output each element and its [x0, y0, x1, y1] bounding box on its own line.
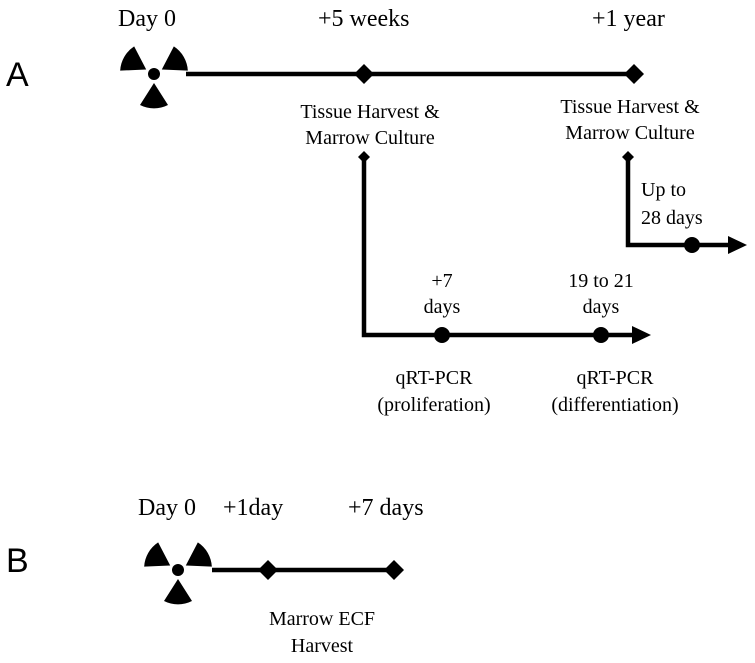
one-day-marker — [258, 560, 278, 580]
one-year-marker — [624, 64, 644, 84]
ecf-label-line1: Marrow ECF — [269, 608, 375, 630]
seven-days-label: +7 days — [348, 495, 424, 521]
culture1-branch — [361, 157, 634, 338]
radiation-icon — [144, 542, 212, 605]
culture2-arrowhead — [728, 236, 747, 254]
day0-label: Day 0 — [118, 6, 176, 32]
one-year-label: +1 year — [592, 6, 665, 32]
qrt2-label-line1: qRT-PCR — [577, 367, 655, 389]
panel-b-letter: B — [6, 542, 29, 580]
qrt1-label-line2: (proliferation) — [377, 394, 490, 416]
d19-label-line1: 19 to 21 — [568, 270, 634, 292]
qrt1-label-line1: qRT-PCR — [396, 367, 474, 389]
qrt2-label-line2: (differentiation) — [551, 394, 678, 416]
proliferation-point — [434, 327, 450, 343]
culture2-branch — [625, 157, 730, 248]
panel-a-letter: A — [6, 56, 29, 94]
d19-label-line2: days — [583, 296, 620, 318]
harvest1-label-line2: Marrow Culture — [305, 127, 435, 149]
culture1-arrowhead — [632, 326, 651, 344]
ecf-label-line2: Harvest — [291, 635, 354, 657]
harvest1-label-line1: Tissue Harvest & — [300, 101, 440, 123]
five-weeks-marker — [354, 64, 374, 84]
b-day0-label: Day 0 — [138, 495, 196, 521]
plus7-label-line2: days — [424, 296, 461, 318]
upto-label-line2: 28 days — [641, 207, 703, 229]
plus7-label-line1: +7 — [431, 270, 452, 292]
upto-label-line1: Up to — [641, 179, 686, 201]
one-day-label: +1day — [223, 495, 283, 521]
seven-days-marker — [384, 560, 404, 580]
up-to-28-days-point — [684, 237, 700, 253]
harvest2-label-line2: Marrow Culture — [565, 122, 695, 144]
radiation-icon — [120, 46, 188, 109]
harvest2-label-line1: Tissue Harvest & — [560, 96, 700, 118]
differentiation-point — [593, 327, 609, 343]
five-weeks-label: +5 weeks — [318, 6, 410, 32]
